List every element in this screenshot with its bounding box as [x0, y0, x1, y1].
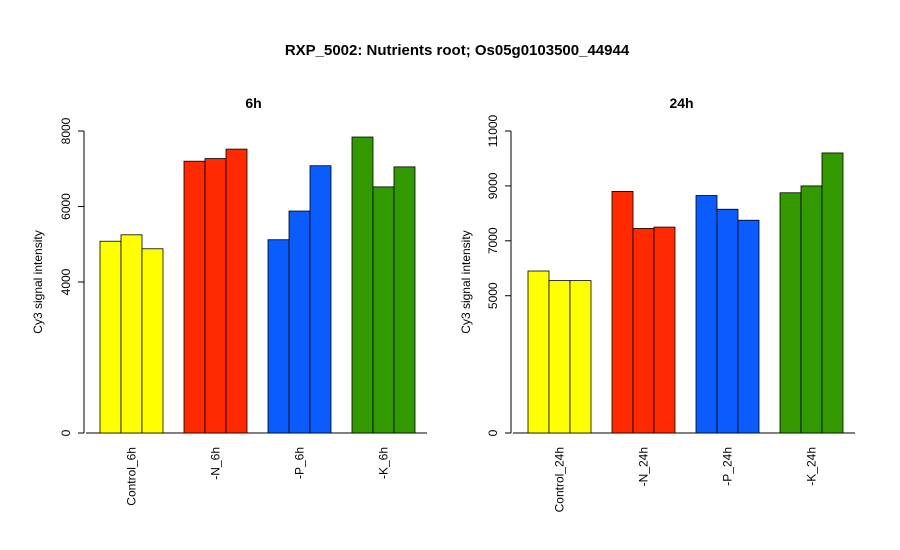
bar-Control_6h-2: [120, 234, 143, 434]
panel-6h: 6h Cy3 signal intensity 0 4000 6000 8000 Contr…: [31, 95, 427, 506]
bar--K_24h-2: [800, 185, 823, 434]
bar-Control_24h-3: [569, 280, 592, 434]
bar--N_24h-1: [611, 190, 634, 434]
bar--P_24h-2: [716, 208, 739, 434]
bar-Control_24h-2: [548, 280, 571, 434]
bar--P_6h-2: [288, 210, 311, 434]
bar-Control_24h-1: [527, 270, 550, 434]
panel-title: 24h: [669, 95, 693, 111]
bar--K_6h-1: [351, 136, 374, 434]
panel-24h: 24h Cy3 signal intensity 0 5000 7000 9000 1100…: [459, 95, 855, 512]
y-tick-label: 0: [486, 429, 500, 436]
x-category-label: -N_6h: [209, 447, 223, 480]
y-axis-label: Cy3 signal intensity: [31, 230, 45, 333]
bar--P_24h-3: [737, 219, 760, 434]
bar--N_6h-2: [204, 158, 227, 434]
x-category-label: Control_24h: [553, 447, 567, 512]
bar--P_6h-3: [309, 165, 332, 434]
chart-main-title: RXP_5002: Nutrients root; Os05g0103500_4…: [285, 42, 630, 59]
y-tick-label: 4000: [59, 268, 73, 295]
bar--K_6h-2: [372, 186, 395, 434]
bar--N_24h-3: [653, 226, 676, 434]
bar--N_24h-2: [632, 228, 655, 434]
y-tick-label: 0: [59, 429, 73, 436]
x-category-label: -K_24h: [805, 447, 819, 486]
y-tick-label: 7000: [486, 227, 500, 254]
bar--P_24h-1: [695, 195, 718, 434]
bar--K_24h-1: [779, 192, 802, 434]
bar--N_6h-3: [225, 148, 248, 434]
x-category-label: -N_24h: [637, 447, 651, 486]
y-axis-label: Cy3 signal intensity: [459, 230, 473, 333]
y-tick-label: 8000: [59, 117, 73, 144]
x-category-label: -P_24h: [721, 447, 735, 486]
y-tick-label: 11000: [486, 114, 500, 147]
bar-Control_6h-1: [99, 240, 122, 434]
y-tick-label: 5000: [486, 282, 500, 309]
bar--K_6h-3: [393, 166, 416, 434]
x-category-label: -K_6h: [377, 447, 391, 479]
bar--P_6h-1: [267, 239, 290, 434]
y-tick-label: 9000: [486, 172, 500, 199]
y-tick-label: 6000: [59, 193, 73, 220]
bar-Control_6h-3: [141, 248, 164, 434]
bar--K_24h-3: [821, 152, 844, 434]
panel-title: 6h: [245, 95, 261, 111]
x-category-label: -P_6h: [293, 447, 307, 479]
bar--N_6h-1: [183, 160, 206, 434]
x-category-label: Control_6h: [125, 447, 139, 506]
